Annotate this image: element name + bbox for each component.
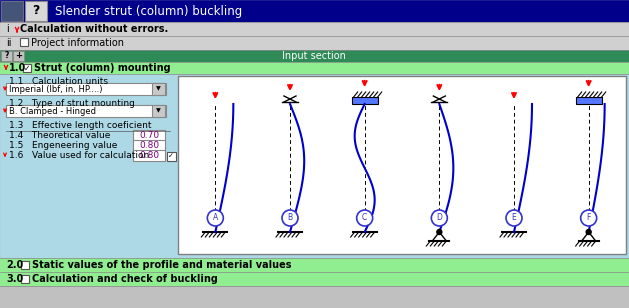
Bar (133, 130, 165, 141)
Text: ▼: ▼ (155, 108, 160, 114)
Bar (133, 150, 165, 161)
Bar (1, 1, 23, 21)
Text: Slender strut (column) buckling: Slender strut (column) buckling (55, 5, 242, 18)
Bar (152, 83, 165, 95)
Bar (0, 36, 629, 50)
Bar (133, 140, 165, 151)
Text: i: i (6, 24, 9, 34)
Text: Calculation without errors.: Calculation without errors. (20, 24, 168, 34)
Text: ✓: ✓ (24, 63, 30, 72)
Bar (0, 258, 629, 272)
Bar (178, 76, 626, 254)
Text: F: F (586, 213, 591, 222)
Text: ii: ii (6, 38, 11, 48)
Text: Project information: Project information (31, 38, 124, 48)
Text: A: A (213, 213, 218, 222)
Bar (352, 97, 377, 104)
Text: ?: ? (4, 51, 9, 60)
Circle shape (208, 210, 223, 226)
Text: Strut (column) mounting: Strut (column) mounting (34, 63, 170, 73)
Circle shape (282, 210, 298, 226)
Bar (21, 275, 29, 283)
Text: 0.70: 0.70 (139, 132, 159, 140)
Bar (6, 83, 166, 95)
Bar (0, 272, 629, 286)
Bar (0, 0, 629, 22)
Bar (6, 105, 166, 117)
Bar (20, 38, 28, 46)
Text: 1.5   Engeneering value: 1.5 Engeneering value (9, 141, 118, 151)
Text: E: E (511, 213, 516, 222)
Bar (25, 1, 47, 21)
Text: 1.3   Effective length coeficient: 1.3 Effective length coeficient (9, 121, 152, 131)
Bar (0, 50, 629, 62)
Bar (23, 64, 31, 72)
Bar (0, 286, 629, 308)
Text: Imperial (lbf, in, HP....): Imperial (lbf, in, HP....) (9, 84, 103, 94)
Bar (1, 51, 12, 61)
Text: 0.80: 0.80 (139, 141, 159, 151)
Bar (21, 261, 29, 269)
Circle shape (437, 229, 442, 234)
Text: Input section: Input section (282, 51, 346, 61)
Text: 1.6   Value used for calculation: 1.6 Value used for calculation (9, 152, 149, 160)
Text: Calculation and check of buckling: Calculation and check of buckling (32, 274, 218, 284)
Bar (0, 62, 629, 74)
Text: 2.0: 2.0 (6, 260, 23, 270)
Bar (152, 105, 165, 117)
Text: Static values of the profile and material values: Static values of the profile and materia… (32, 260, 291, 270)
Text: B. Clamped - Hinged: B. Clamped - Hinged (9, 107, 96, 116)
Text: 0.80: 0.80 (139, 152, 159, 160)
Circle shape (357, 210, 372, 226)
Text: D: D (437, 213, 442, 222)
Bar (13, 51, 24, 61)
Circle shape (581, 210, 597, 226)
Text: C: C (362, 213, 367, 222)
Text: 3.0: 3.0 (6, 274, 23, 284)
Circle shape (506, 210, 522, 226)
Text: 1.2   Type of strut mounting: 1.2 Type of strut mounting (9, 99, 135, 108)
Text: ?: ? (32, 5, 40, 18)
Text: 1.4   Theoretical value: 1.4 Theoretical value (9, 132, 110, 140)
Text: ✓: ✓ (168, 153, 174, 159)
Bar (576, 97, 602, 104)
Circle shape (586, 229, 591, 234)
Text: 1.1   Calculation units: 1.1 Calculation units (9, 78, 108, 87)
Text: B: B (287, 213, 292, 222)
Text: +: + (15, 51, 22, 60)
Bar (0, 74, 629, 258)
Bar (167, 152, 176, 161)
Text: 1.0: 1.0 (9, 63, 26, 73)
Circle shape (431, 210, 447, 226)
Bar (0, 22, 629, 36)
Text: ▼: ▼ (155, 87, 160, 91)
